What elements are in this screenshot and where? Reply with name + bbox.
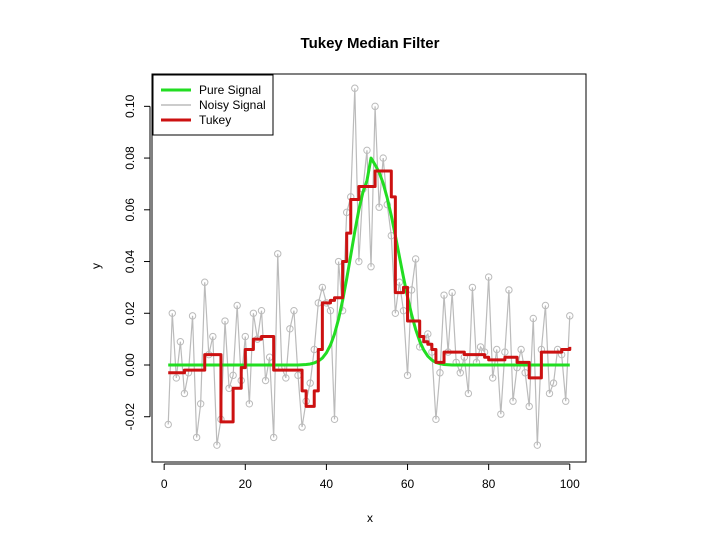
- noisy-signal-point: [375, 203, 383, 211]
- noisy-signal-point: [209, 332, 217, 341]
- noisy-signal-point: [282, 374, 290, 382]
- noisy-signal-point: [497, 410, 505, 418]
- noisy-signal-point: [505, 286, 513, 294]
- noisy-signal-point: [424, 330, 432, 338]
- noisy-signal-point: [566, 312, 574, 320]
- noisy-signal-point: [525, 402, 533, 411]
- noisy-signal-point: [326, 306, 335, 315]
- noisy-signal-point: [549, 379, 558, 387]
- noisy-signal-point: [545, 389, 554, 398]
- y-axis-label: y: [89, 263, 103, 269]
- noisy-signal-point: [541, 301, 550, 310]
- noisy-signal-point: [188, 312, 197, 320]
- x-tick-label: 0: [161, 477, 168, 491]
- x-axis-label: x: [367, 511, 373, 525]
- noisy-signal-point: [448, 288, 456, 297]
- x-tick-label: 100: [560, 477, 580, 491]
- noisy-signal-point: [355, 257, 363, 266]
- noisy-signal-point: [476, 343, 485, 351]
- y-tick-label: 0.06: [123, 198, 137, 222]
- noisy-signal-point: [180, 389, 189, 398]
- y-tick-label: 0.04: [123, 250, 137, 274]
- noisy-signal-point: [245, 400, 254, 408]
- noisy-signal-point: [468, 283, 477, 292]
- legend-item-pure-signal: Pure Signal: [161, 83, 261, 97]
- plot-frame: [151, 73, 587, 463]
- noisy-signal-point: [391, 309, 400, 317]
- noisy-signal-point: [196, 400, 205, 408]
- noisy-signal-point: [274, 250, 282, 258]
- legend-label: Tukey: [199, 113, 231, 127]
- noisy-signal-point: [168, 309, 176, 317]
- noisy-signal-point: [229, 371, 237, 380]
- noisy-signal-point: [436, 369, 444, 377]
- legend-label: Pure Signal: [199, 83, 261, 97]
- chart-title: Tukey Median Filter: [301, 35, 440, 52]
- noisy-signal-point: [318, 283, 327, 292]
- noisy-signal-point: [290, 306, 298, 315]
- noisy-signal-point: [257, 306, 266, 315]
- noisy-signal-point: [306, 379, 314, 387]
- noisy-signal-point: [164, 420, 172, 429]
- noisy-signal-point: [330, 415, 339, 424]
- noisy-signal-point: [363, 146, 371, 155]
- noisy-signal-point: [562, 397, 570, 405]
- noisy-signal-point: [440, 291, 448, 299]
- noisy-signal-point: [371, 102, 379, 111]
- noisy-signal-point: [241, 332, 249, 341]
- noisy-signal-point: [172, 374, 181, 382]
- noisy-signal-point: [403, 371, 412, 380]
- y-tick-label: 0.02: [123, 301, 137, 325]
- pure-signal-line: [168, 156, 570, 367]
- legend-label: Noisy Signal: [199, 98, 266, 112]
- noisy-signal-point: [533, 441, 542, 449]
- tukey-line: [168, 169, 572, 424]
- noisy-signal-point: [192, 433, 201, 442]
- noisy-signal-point: [529, 314, 537, 323]
- legend-item-noisy-signal: Noisy Signal: [161, 98, 266, 112]
- noisy-signal-point: [517, 345, 525, 354]
- noisy-signal-point: [298, 423, 306, 431]
- noisy-signal-line: [167, 88, 571, 446]
- noisy-signal-point: [432, 415, 440, 424]
- x-tick-label: 20: [239, 477, 253, 491]
- noisy-signal-point: [201, 278, 209, 286]
- noisy-signal-point: [484, 273, 493, 281]
- noisy-signal-point: [456, 369, 464, 377]
- legend-item-tukey: Tukey: [161, 113, 231, 127]
- noisy-signal-point: [176, 338, 185, 346]
- noisy-signal-point: [221, 317, 229, 325]
- y-tick-label: 0.00: [123, 353, 137, 377]
- noisy-signal-point: [464, 389, 473, 398]
- y-tick-label: -0.02: [123, 403, 137, 431]
- noisy-signal-point: [509, 397, 517, 405]
- noisy-signal-point: [351, 84, 359, 92]
- y-tick-label: 0.10: [123, 94, 137, 118]
- x-tick-label: 80: [482, 477, 496, 491]
- noisy-signal-point: [367, 263, 375, 271]
- x-tick-label: 60: [401, 477, 415, 491]
- noisy-signal-point: [249, 309, 258, 317]
- noisy-signal-point: [493, 345, 501, 354]
- noisy-signal-point: [269, 433, 278, 442]
- noisy-signal-point: [489, 374, 497, 382]
- noisy-signal-point: [379, 154, 387, 162]
- noisy-signal-point: [286, 325, 294, 333]
- noisy-signal-point: [233, 301, 241, 310]
- x-tick-label: 40: [320, 477, 334, 491]
- y-tick-label: 0.08: [123, 146, 137, 170]
- noisy-signal-point: [411, 255, 420, 263]
- noisy-signal-point: [501, 348, 509, 356]
- noisy-signal-point: [261, 376, 270, 385]
- noisy-signal-point: [213, 441, 221, 449]
